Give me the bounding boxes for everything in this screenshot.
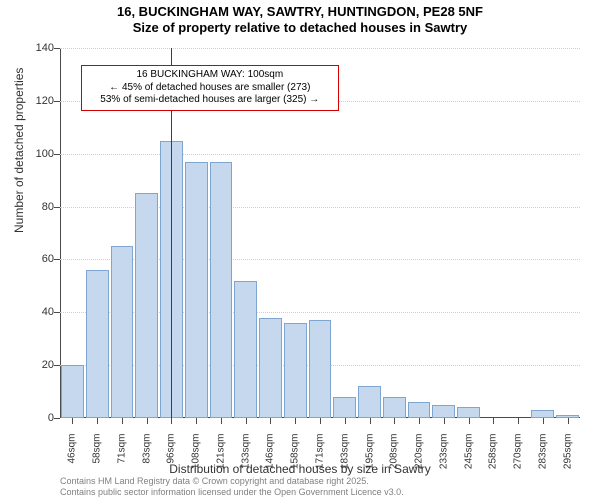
y-tick [54,312,60,313]
y-tick-label: 80 [24,201,54,213]
x-tick [72,418,73,424]
x-tick [543,418,544,424]
y-tick [54,418,60,419]
y-tick-label: 20 [24,359,54,371]
footer-attribution: Contains HM Land Registry data © Crown c… [60,476,404,498]
x-tick [568,418,569,424]
annotation-line-1: 16 BUCKINGHAM WAY: 100sqm [90,69,330,82]
annotation-line-3: 53% of semi-detached houses are larger (… [90,94,330,107]
x-tick [295,418,296,424]
chart-container: 16, BUCKINGHAM WAY, SAWTRY, HUNTINGDON, … [0,0,600,500]
annotation-box: 16 BUCKINGHAM WAY: 100sqm← 45% of detach… [81,65,339,111]
histogram-bar [210,162,233,418]
chart-title: 16, BUCKINGHAM WAY, SAWTRY, HUNTINGDON, … [0,4,600,37]
x-tick [419,418,420,424]
y-tick-label: 120 [24,95,54,107]
title-line-2: Size of property relative to detached ho… [0,20,600,36]
footer-line-2: Contains public sector information licen… [60,487,404,498]
x-tick [518,418,519,424]
histogram-bar [531,410,554,418]
y-tick [54,154,60,155]
y-tick-label: 100 [24,148,54,160]
histogram-bar [284,323,307,418]
histogram-bar [111,246,134,418]
x-tick [493,418,494,424]
y-tick-label: 40 [24,306,54,318]
y-tick [54,48,60,49]
histogram-bar [333,397,356,418]
x-tick [320,418,321,424]
x-tick [221,418,222,424]
y-tick-label: 60 [24,253,54,265]
x-tick [122,418,123,424]
annotation-line-2: ← 45% of detached houses are smaller (27… [90,82,330,95]
x-tick [345,418,346,424]
x-tick [394,418,395,424]
y-tick [54,101,60,102]
histogram-bar [61,365,84,418]
x-tick [97,418,98,424]
x-axis-label: Distribution of detached houses by size … [0,462,600,476]
histogram-bar [234,281,257,418]
histogram-bar [408,402,431,418]
histogram-bar [457,407,480,418]
histogram-bar [309,320,332,418]
y-tick [54,259,60,260]
x-tick [246,418,247,424]
y-tick-label: 0 [24,412,54,424]
histogram-bar [383,397,406,418]
y-axis [60,48,61,418]
x-tick [444,418,445,424]
x-tick [171,418,172,424]
histogram-bar [185,162,208,418]
x-tick [270,418,271,424]
y-tick [54,365,60,366]
footer-line-1: Contains HM Land Registry data © Crown c… [60,476,404,487]
title-line-1: 16, BUCKINGHAM WAY, SAWTRY, HUNTINGDON, … [0,4,600,20]
gridline [60,48,580,49]
x-tick [370,418,371,424]
y-tick-label: 140 [24,42,54,54]
histogram-bar [259,318,282,418]
x-tick [469,418,470,424]
gridline [60,154,580,155]
histogram-bar [135,193,158,418]
histogram-bar [432,405,455,418]
x-tick [147,418,148,424]
histogram-bar [86,270,109,418]
y-tick [54,207,60,208]
histogram-bar [358,386,381,418]
plot-area: 02040608010012014046sqm58sqm71sqm83sqm96… [60,48,580,418]
x-tick [196,418,197,424]
